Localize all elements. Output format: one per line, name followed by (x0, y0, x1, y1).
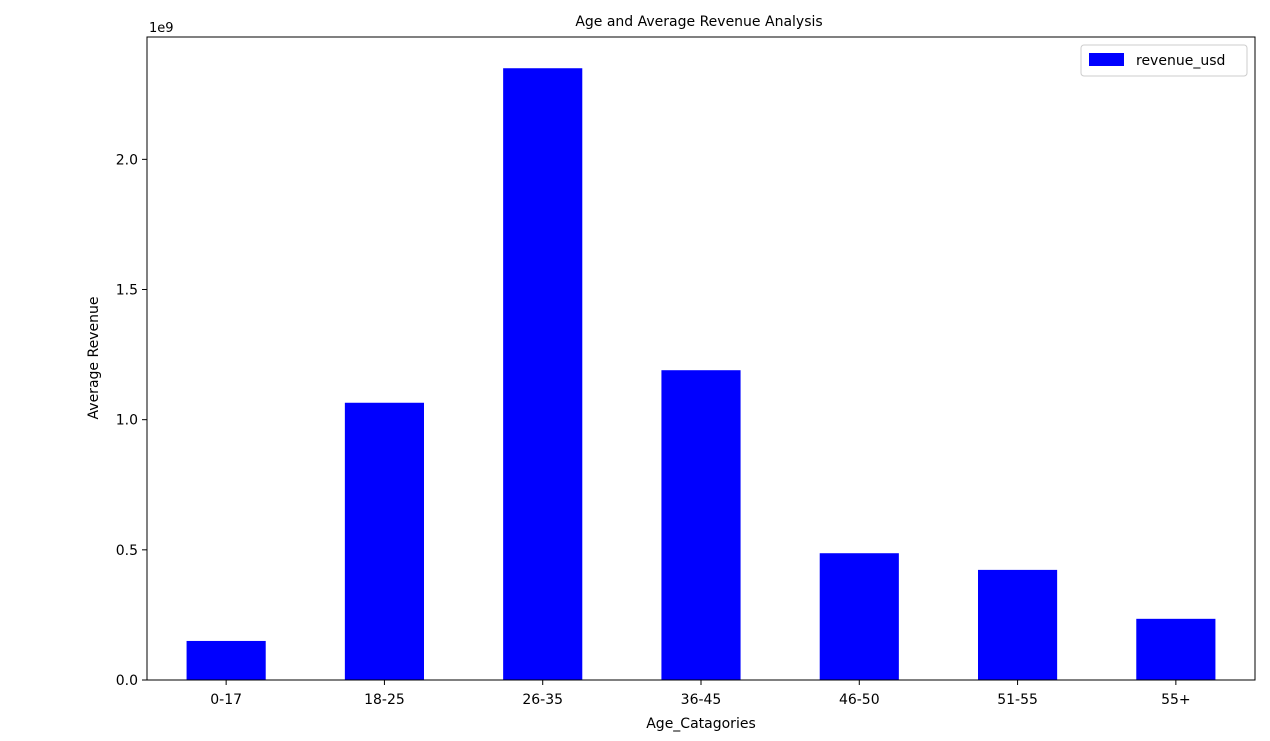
chart-title: Age and Average Revenue Analysis (575, 14, 822, 30)
bar-0-17 (186, 640, 266, 680)
legend-box (1080, 44, 1248, 77)
x-tick-label: 0-17 (210, 692, 242, 708)
x-tick-label: 55+ (1161, 692, 1191, 708)
y-tick-label: 2.0 (116, 152, 138, 168)
y-axis: 0.0 0.5 1.0 1.5 2.0 (116, 152, 147, 689)
legend-swatch (1089, 53, 1124, 66)
bar-51-55 (978, 569, 1058, 680)
bar-36-45 (661, 370, 741, 680)
x-axis: 0-17 18-25 26-35 36-45 46-50 51-55 55+ (210, 680, 1191, 708)
x-tick-label: 46-50 (839, 692, 880, 708)
bar-18-25 (344, 402, 424, 680)
bar-55+ (1136, 618, 1216, 680)
x-tick-label: 18-25 (364, 692, 405, 708)
x-tick-label: 36-45 (681, 692, 722, 708)
y-tick-label: 1.0 (116, 413, 138, 429)
y-tick-label: 0.0 (116, 673, 138, 689)
y-tick-label: 0.5 (116, 543, 138, 559)
bar-46-50 (819, 553, 899, 680)
legend-label: revenue_usd (1136, 53, 1225, 69)
bars-layer (186, 68, 1216, 680)
x-axis-label: Age_Catagories (646, 716, 756, 732)
x-tick-label: 51-55 (997, 692, 1038, 708)
x-tick-label: 26-35 (522, 692, 563, 708)
bar-26-35 (503, 68, 583, 680)
y-tick-label: 1.5 (116, 283, 138, 299)
y-axis-label: Average Revenue (86, 297, 102, 420)
y-axis-offset-label: 1e9 (149, 21, 174, 36)
legend: revenue_usd (1080, 44, 1248, 77)
